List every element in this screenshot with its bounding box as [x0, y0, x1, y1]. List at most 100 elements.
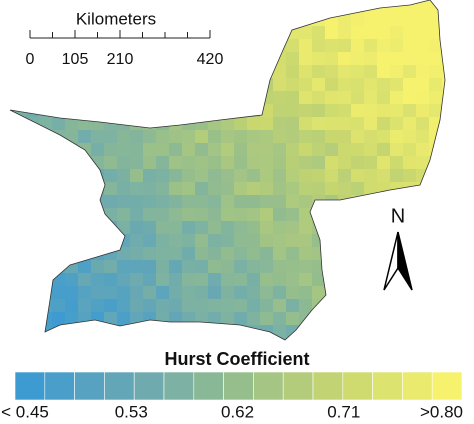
- map-cell: [65, 221, 79, 235]
- map-cell: [169, 325, 183, 339]
- map-cell: [78, 130, 92, 144]
- map-cell: [104, 156, 118, 170]
- map-cell: [169, 65, 183, 79]
- map-cell: [91, 169, 105, 183]
- map-cell: [364, 39, 378, 53]
- map-cell: [13, 325, 27, 339]
- scale-tick-label: 105: [62, 51, 89, 68]
- map-cell: [299, 325, 313, 339]
- map-cell: [39, 247, 53, 261]
- map-cell: [10, 26, 14, 40]
- map-cell: [130, 91, 144, 105]
- map-cell: [91, 104, 105, 118]
- legend-swatch: [431, 371, 463, 401]
- map-cell: [273, 104, 287, 118]
- map-cell: [91, 39, 105, 53]
- map-cell: [13, 169, 27, 183]
- map-cell: [377, 13, 391, 27]
- map-cell: [299, 182, 313, 196]
- map-cell: [338, 91, 352, 105]
- map-cell: [325, 13, 339, 27]
- map-cell: [221, 13, 235, 27]
- map-cell: [273, 299, 287, 313]
- map-cell: [416, 26, 430, 40]
- map-cell: [234, 78, 248, 92]
- map-cell: [260, 117, 274, 131]
- map-cell: [429, 91, 443, 105]
- map-cell: [104, 338, 118, 340]
- map-cell: [13, 52, 27, 66]
- map-cell: [39, 130, 53, 144]
- map-cell: [338, 299, 352, 313]
- map-cell: [10, 0, 14, 14]
- map-cell: [39, 39, 53, 53]
- map-cell: [91, 52, 105, 66]
- map-cell: [156, 260, 170, 274]
- map-cell: [312, 260, 326, 274]
- map-cell: [26, 208, 40, 222]
- map-cell: [390, 338, 404, 340]
- map-cell: [351, 221, 365, 235]
- map-cell: [442, 52, 445, 66]
- map-cell: [312, 299, 326, 313]
- map-cell: [156, 169, 170, 183]
- map-cell: [221, 299, 235, 313]
- map-cell: [247, 39, 261, 53]
- map-cell: [130, 156, 144, 170]
- map-cell: [26, 338, 40, 340]
- map-cell: [221, 221, 235, 235]
- map-cell: [208, 234, 222, 248]
- legend-swatch: [193, 371, 224, 401]
- map-cell: [143, 117, 157, 131]
- map-cell: [143, 299, 157, 313]
- map-cell: [273, 234, 287, 248]
- map-cell: [117, 91, 131, 105]
- map-cell: [273, 247, 287, 261]
- map-cell: [338, 26, 352, 40]
- map-cell: [52, 143, 66, 157]
- map-cell: [286, 117, 300, 131]
- map-cell: [416, 169, 430, 183]
- map-cell: [195, 104, 209, 118]
- map-cell: [221, 208, 235, 222]
- map-cell: [91, 312, 105, 326]
- map-cell: [403, 91, 417, 105]
- map-cell: [65, 234, 79, 248]
- map-cell: [312, 130, 326, 144]
- map-cell: [234, 156, 248, 170]
- map-cell: [195, 130, 209, 144]
- map-cell: [299, 260, 313, 274]
- map-cell: [117, 117, 131, 131]
- map-cell: [377, 130, 391, 144]
- map-cell: [442, 286, 445, 300]
- map-cell: [234, 13, 248, 27]
- map-cell: [78, 195, 92, 209]
- map-cell: [416, 13, 430, 27]
- map-cell: [208, 0, 222, 14]
- map-cell: [65, 130, 79, 144]
- map-cell: [182, 13, 196, 27]
- map-cell: [247, 143, 261, 157]
- map-cell: [10, 260, 14, 274]
- map-cell: [312, 91, 326, 105]
- map-cell: [52, 182, 66, 196]
- map-cell: [416, 221, 430, 235]
- map-cell: [403, 104, 417, 118]
- map-cell: [312, 143, 326, 157]
- map-cell: [260, 0, 274, 14]
- map-cell: [260, 234, 274, 248]
- map-cell: [208, 247, 222, 261]
- map-cell: [10, 156, 14, 170]
- map-cell: [130, 234, 144, 248]
- map-cell: [429, 221, 443, 235]
- map-cell: [416, 338, 430, 340]
- map-cell: [221, 156, 235, 170]
- map-cell: [169, 273, 183, 287]
- map-cell: [416, 0, 430, 14]
- map-cell: [338, 65, 352, 79]
- region-outline: [9, 0, 446, 341]
- map-cell: [221, 234, 235, 248]
- map-cell: [91, 65, 105, 79]
- map-cell: [325, 208, 339, 222]
- map-cell: [117, 182, 131, 196]
